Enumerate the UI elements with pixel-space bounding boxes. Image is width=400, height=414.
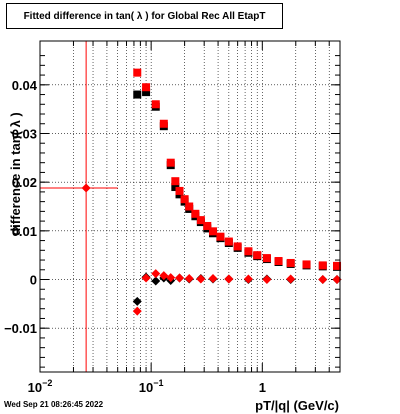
square-marker [203, 221, 212, 230]
square-marker [262, 254, 271, 263]
square-marker [286, 258, 295, 267]
square-marker [216, 232, 225, 241]
square-marker [233, 242, 242, 251]
x-tick-label: 1 [259, 380, 266, 395]
diamond-marker [262, 275, 272, 285]
diamond-marker [184, 274, 194, 284]
square-marker [151, 100, 160, 109]
diamond-marker [243, 274, 253, 284]
tick-labels: −0.01 0 0.01 0.02 0.03 0.04 10−2 10−1 1 [4, 78, 266, 395]
diamond-marker [132, 306, 142, 316]
plot-frame [39, 40, 341, 373]
error-bars [40, 41, 118, 372]
square-marker [159, 119, 168, 128]
diamond-marker [81, 183, 91, 193]
square-marker [196, 216, 205, 225]
square-marker [274, 257, 283, 266]
square-marker [133, 90, 142, 99]
square-marker [253, 251, 262, 260]
diamond-marker [208, 274, 218, 284]
y-tick-label: −0.01 [4, 321, 37, 336]
square-marker [171, 177, 180, 186]
y-tick-label: 0.04 [12, 78, 38, 93]
y-axis-title: difference in tan( λ ) [8, 112, 23, 236]
square-marker [302, 260, 311, 269]
y-tick-label: 0.02 [12, 175, 37, 190]
square-marker [185, 202, 194, 211]
diamond-marker [175, 273, 185, 283]
diamond-marker [196, 274, 206, 284]
diamond-marker [132, 296, 142, 306]
diamond-marker [166, 273, 176, 283]
x-axis-title: pT/|q| (GeV/c) [255, 398, 339, 413]
square-marker [333, 261, 342, 270]
square-marker [191, 209, 200, 218]
y-tick-label: 0 [30, 273, 37, 288]
x-tick-label: 10−1 [139, 378, 164, 395]
diamond-marker [332, 275, 342, 285]
diamond-marker [318, 275, 328, 285]
square-marker [318, 261, 327, 270]
square-marker [142, 88, 151, 97]
diamond-marker [141, 273, 151, 283]
y-tick-label: 0.03 [12, 126, 37, 141]
square-marker [224, 237, 233, 246]
diamond-marker [286, 274, 296, 284]
chart-title: Fitted difference in tan( λ ) for Global… [23, 11, 266, 22]
square-marker [133, 68, 142, 77]
square-marker [180, 195, 189, 204]
diamond-marker [151, 276, 161, 286]
square-marker [244, 247, 253, 256]
square-marker [171, 183, 180, 192]
diamond-marker [159, 271, 169, 281]
diamond-marker [224, 274, 234, 284]
title-box: Fitted difference in tan( λ ) for Global… [6, 3, 283, 29]
square-marker [208, 227, 217, 236]
data-markers [81, 68, 342, 316]
square-marker [175, 186, 184, 195]
square-marker [142, 83, 151, 92]
x-tick-label: 10−2 [28, 378, 53, 395]
timestamp: Wed Sep 21 08:26:45 2022 [4, 400, 104, 409]
square-marker [166, 158, 175, 167]
grid-lines [39, 41, 341, 372]
y-tick-label: 0.01 [12, 224, 37, 239]
diamond-marker [151, 269, 161, 279]
